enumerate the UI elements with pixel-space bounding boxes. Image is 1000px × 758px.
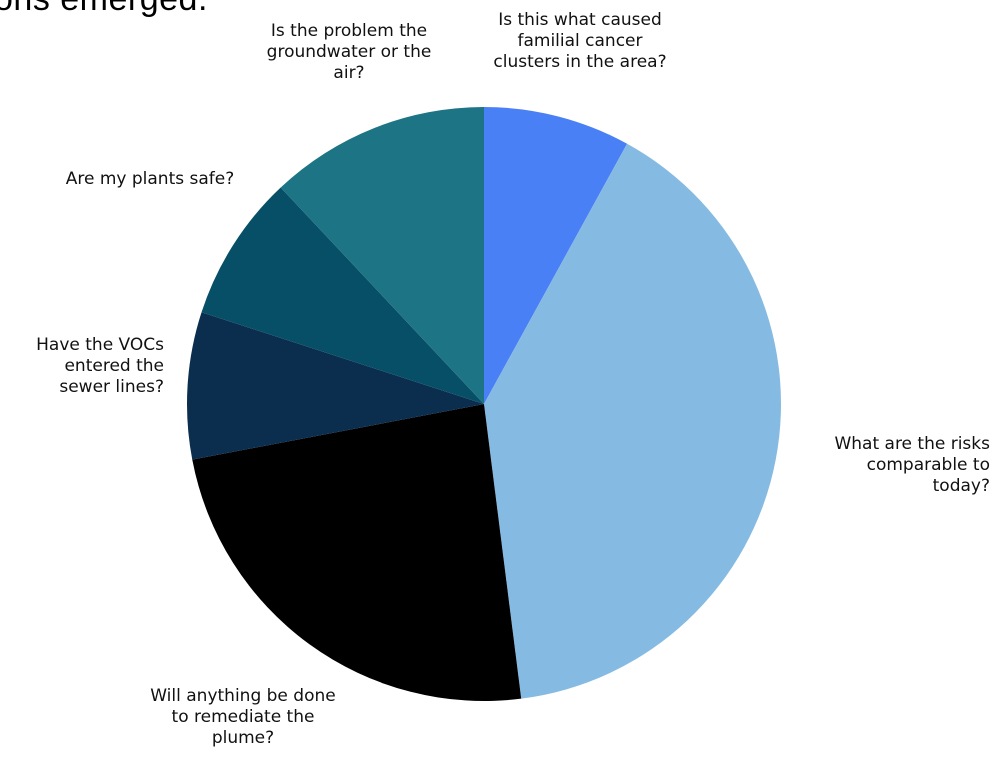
pie-slice-6 <box>280 107 484 404</box>
slice-label-1: Is this what caused familial cancer cluste… <box>493 10 666 72</box>
pie-slices <box>187 107 781 702</box>
pie-slice-2 <box>484 143 781 699</box>
pie-slice-1 <box>484 107 628 404</box>
slice-label-6: Is the problem the groundwater or the air? <box>267 21 432 83</box>
pie-slice-5 <box>201 187 485 404</box>
slice-label-5: Are my plants safe? <box>66 169 235 189</box>
pie-slice-3 <box>192 404 522 702</box>
slice-label-3: Will anything be done to remediate the plu… <box>150 686 335 748</box>
page-title: ons emerged. <box>0 0 208 19</box>
slice-label-2: What are the risks comparable to today? <box>834 434 990 496</box>
slice-label-4: Have the VOCs entered the sewer lines? <box>36 335 164 397</box>
slice-labels: Is this what caused familial cancer cluste… <box>36 10 990 748</box>
pie-slice-4 <box>187 312 485 460</box>
